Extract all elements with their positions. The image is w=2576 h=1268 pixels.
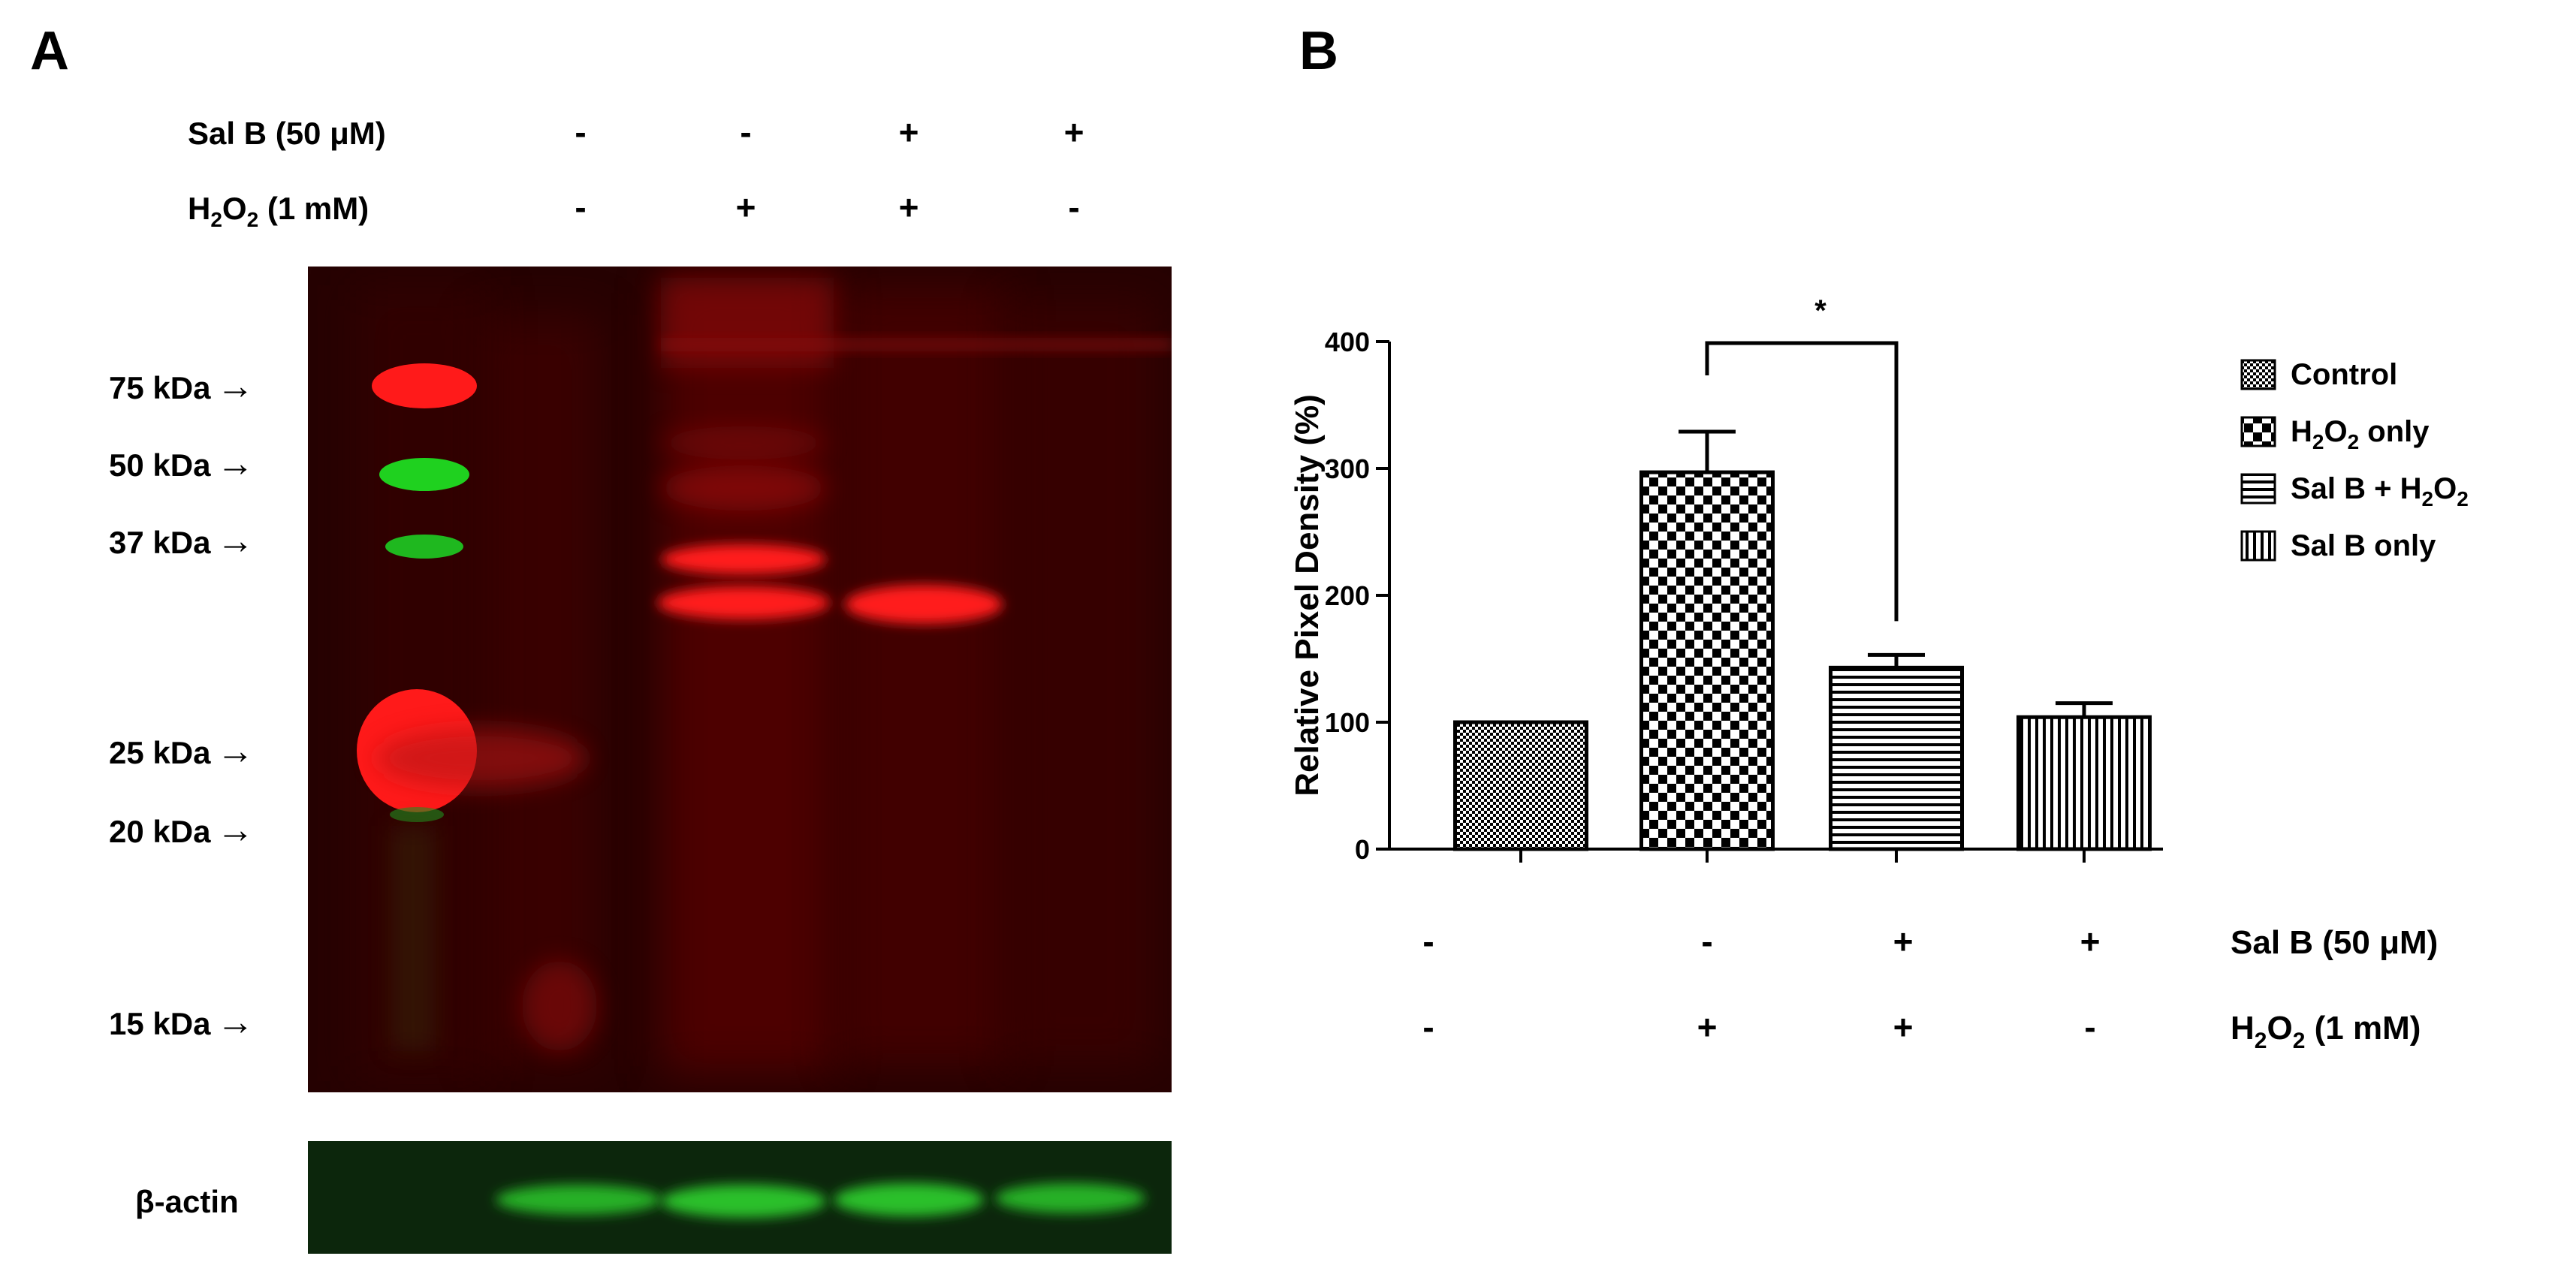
- ladder-band-50: [379, 458, 469, 491]
- ladder-band-20: [390, 807, 444, 822]
- legend: Control H2O2 only Sal B + H2O2 Sal B onl…: [2240, 358, 2469, 562]
- panel-a-salb-sign-1: -: [575, 113, 586, 152]
- marker-75-label: 75 kDa →: [109, 365, 254, 407]
- panel-b-h2o2-sign-3: +: [1893, 1007, 1914, 1047]
- panel-a-h2o2-sign-4: -: [1068, 188, 1079, 227]
- band-lane2-lower: [657, 586, 830, 619]
- legend-swatch-salb-h2o2: [2240, 473, 2276, 504]
- panel-a-h2o2-label: H2O2 (1 mM): [188, 191, 369, 231]
- bar-2: [1829, 665, 1964, 851]
- actin-band-1: [496, 1185, 661, 1215]
- panel-b-salb-sign-2: -: [1701, 922, 1712, 961]
- band-lane2-upper: [661, 544, 826, 574]
- panel-a-salb-sign-4: +: [1064, 113, 1084, 152]
- panel-b-salb-sign-3: +: [1893, 922, 1914, 961]
- western-blot-image: [308, 267, 1172, 1092]
- marker-37-label: 37 kDa →: [109, 520, 254, 562]
- panel-a-h2o2-sign-1: -: [575, 188, 586, 227]
- panel-b-h2o2-label: H2O2 (1 mM): [2231, 1010, 2421, 1053]
- y-tick-label-4: 400: [1325, 327, 1370, 357]
- legend-label-h2o2: H2O2 only: [2291, 415, 2430, 453]
- legend-swatch-control: [2240, 359, 2276, 390]
- significance-bracket-0: [1705, 341, 1899, 622]
- panel-b-h2o2-sign-2: +: [1697, 1007, 1718, 1047]
- y-tick-label-1: 100: [1325, 707, 1370, 738]
- legend-label-salb: Sal B only: [2291, 529, 2436, 562]
- panel-a-letter: A: [30, 21, 69, 81]
- actin-band-3: [834, 1183, 984, 1216]
- bar-3: [2016, 715, 2152, 851]
- marker-50-label: 50 kDa →: [109, 442, 254, 484]
- panel-a-h2o2-sign-2: +: [736, 188, 756, 227]
- panel-b-letter: B: [1299, 21, 1338, 81]
- actin-band-2: [661, 1185, 826, 1218]
- marker-15-label: 15 kDa →: [109, 1001, 254, 1043]
- bar-0: [1453, 720, 1588, 851]
- legend-label-control: Control: [2291, 358, 2397, 391]
- panel-a-salb-label: Sal B (50 μM): [188, 116, 386, 151]
- panel-b-salb-sign-4: +: [2080, 922, 2101, 961]
- panel-b-salb-sign-1: -: [1422, 922, 1434, 961]
- legend-label-salb-h2o2: Sal B + H2O2: [2291, 472, 2469, 511]
- ladder-band-37: [385, 535, 463, 559]
- panel-a-salb-sign-2: -: [740, 113, 751, 152]
- actin-band-4: [995, 1183, 1145, 1213]
- ladder-band-75: [372, 363, 477, 408]
- panel-b-salb-label: Sal B (50 μM): [2231, 924, 2438, 961]
- beta-actin-blot: [308, 1141, 1172, 1254]
- bar-chart: 0 100 200 300 400 Relative Pixel Density (%) *: [1289, 294, 2163, 865]
- y-tick-label-3: 300: [1325, 453, 1370, 484]
- band-lane3: [845, 585, 1003, 624]
- panel-a-salb-sign-3: +: [899, 113, 919, 152]
- panel-a-h2o2-sign-3: +: [899, 188, 919, 227]
- panel-b-h2o2-sign-4: -: [2084, 1007, 2095, 1047]
- beta-actin-label: β-actin: [135, 1184, 239, 1219]
- bar-1: [1639, 470, 1775, 851]
- legend-swatch-salb: [2240, 530, 2276, 562]
- y-axis-title: Relative Pixel Density (%): [1289, 394, 1326, 797]
- panel-b-h2o2-sign-1: -: [1422, 1007, 1434, 1047]
- y-tick-label-0: 0: [1355, 834, 1370, 865]
- significance-star-0: *: [1814, 294, 1826, 327]
- legend-swatch-h2o2: [2240, 416, 2276, 447]
- y-tick-label-2: 200: [1325, 580, 1370, 611]
- marker-labels: 75 kDa → 50 kDa → 37 kDa → 25 kDa → 20 kDa → …: [109, 365, 254, 1043]
- marker-25-label: 25 kDa →: [109, 730, 254, 772]
- marker-20-label: 20 kDa →: [109, 809, 254, 851]
